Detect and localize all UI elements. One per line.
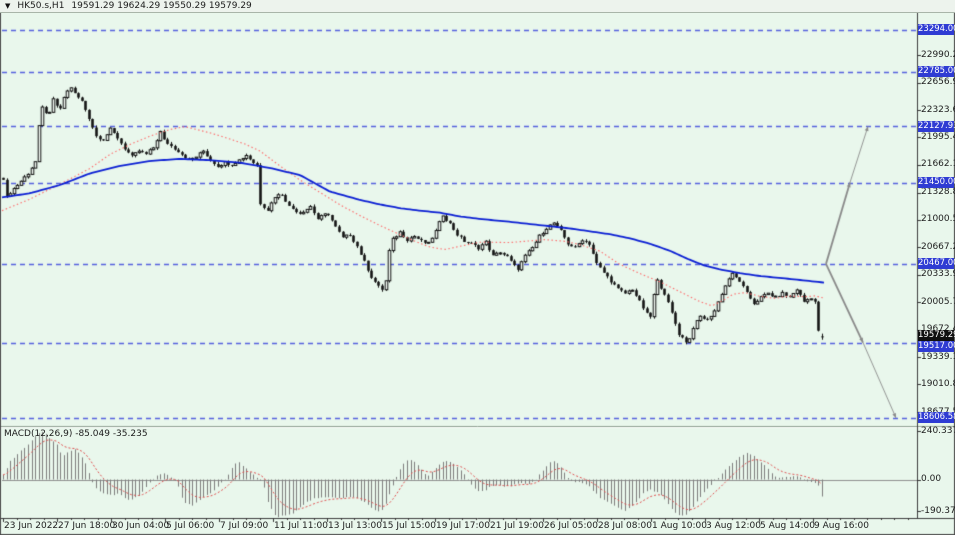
time-axis-label: 15 Jul 15:00 [382, 521, 436, 531]
price-tick-label: 21328.80 [921, 187, 955, 198]
time-axis-label: 3 Aug 12:00 [706, 521, 761, 531]
price-tick-label: 18677.55 [921, 407, 955, 417]
macd-scale-label: 0.00 [921, 474, 942, 484]
time-axis-label: 7 Jul 09:00 [220, 521, 269, 531]
time-axis-label: 27 Jun 18:00 [58, 521, 116, 531]
price-tick-label: 20667.25 [921, 241, 955, 252]
time-axis-label: 21 Jul 19:00 [490, 521, 544, 531]
price-level-badge: 19517.00 [918, 340, 955, 352]
price-level-badge: 18606.58 [918, 412, 955, 424]
macd-scale-label: -190.376 [921, 505, 955, 516]
time-axis-label: 1 Aug 10:00 [652, 521, 707, 531]
current-price-badge: 19579.29 [918, 329, 955, 341]
price-tick-label: 21662.10 [921, 159, 955, 170]
time-axis-label: 5 Aug 14:00 [760, 521, 815, 531]
time-axis-label: 13 Jul 13:00 [328, 521, 382, 531]
time-axis-label: 26 Jul 05:00 [544, 521, 598, 531]
price-level-badge: 23294.00 [918, 24, 955, 36]
macd-indicator-label: MACD(12,26,9) -85.049 -35.235 [4, 429, 148, 439]
price-tick-label: 20005.70 [921, 296, 955, 307]
price-level-badge: 22127.93 [918, 120, 955, 132]
price-level-badge: 20467.00 [918, 258, 955, 270]
price-tick-label: 19672.40 [921, 324, 955, 334]
chart-symbol-period: HK50.s,H1 [17, 1, 65, 11]
price-level-badge: 21450.00 [918, 177, 955, 188]
time-axis-label: 11 Jul 11:00 [274, 521, 328, 531]
price-tick-label: 21995.40 [921, 131, 955, 142]
time-axis-label: 19 Jul 17:00 [436, 521, 490, 531]
price-tick-label: 19339.10 [921, 351, 955, 362]
price-tick-label: 19010.85 [921, 378, 955, 389]
price-tick-label: 22323.65 [921, 104, 955, 115]
time-axis-label: 9 Aug 16:00 [814, 521, 869, 531]
time-axis-label: 23 Jun 2022 [4, 521, 59, 531]
price-tick-label: 20333.95 [921, 269, 955, 280]
time-axis-label: 30 Jun 04:00 [112, 521, 170, 531]
price-tick-label: 22656.95 [921, 77, 955, 88]
price-tick-label: 22990.25 [921, 49, 955, 60]
chart-title-bar: ▼ HK50.s,H1 19591.29 19624.29 19550.29 1… [0, 0, 955, 13]
time-axis-label: 5 Jul 06:00 [166, 521, 215, 531]
price-level-badge: 22785.00 [918, 66, 955, 78]
chart-ohlc-values: 19591.29 19624.29 19550.29 19579.29 [71, 1, 252, 11]
dropdown-triangle-icon[interactable]: ▼ [5, 2, 11, 10]
time-axis-label: 28 Jul 08:00 [598, 521, 652, 531]
macd-scale-label: 240.337 [921, 425, 955, 436]
price-tick-label: 21000.55 [921, 214, 955, 225]
